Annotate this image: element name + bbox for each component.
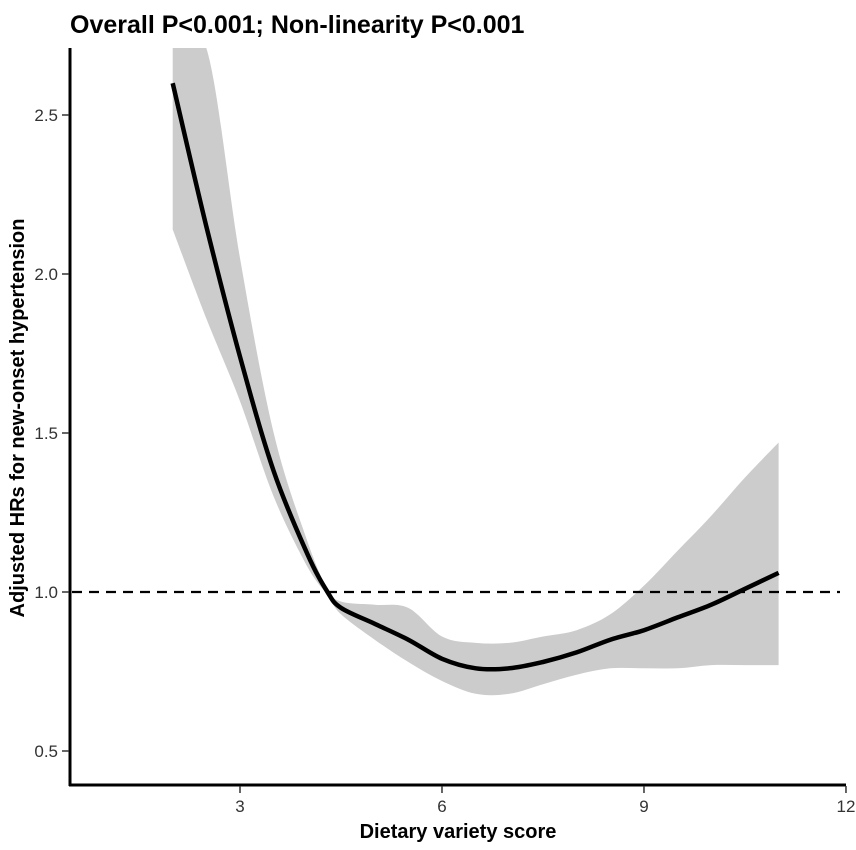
y-tick-label: 2.0: [34, 265, 58, 284]
x-tick-label: 9: [639, 797, 648, 816]
hr-curve: [170, 82, 780, 672]
x-tick-label: 12: [837, 797, 856, 816]
y-tick-label: 1.5: [34, 424, 58, 443]
confidence-band-layer: [172, 48, 779, 696]
y-tick-label: 1.0: [34, 583, 58, 602]
x-tick-label: 3: [235, 797, 244, 816]
y-tick-label: 2.5: [34, 106, 58, 125]
x-axis-ticks: 3 6 9 12: [235, 786, 855, 816]
x-tick-label: 6: [437, 797, 446, 816]
chart-title: Overall P<0.001; Non-linearity P<0.001: [70, 11, 525, 39]
y-tick-label: 0.5: [34, 742, 58, 761]
y-axis-ticks: 0.5 1.0 1.5 2.0 2.5: [34, 106, 69, 761]
y-axis-title: Adjusted HRs for new-onset hypertension: [7, 219, 29, 618]
hr-curve-layer: [170, 82, 780, 672]
x-axis-title: Dietary variety score: [360, 821, 557, 843]
confidence-band: [172, 48, 779, 696]
